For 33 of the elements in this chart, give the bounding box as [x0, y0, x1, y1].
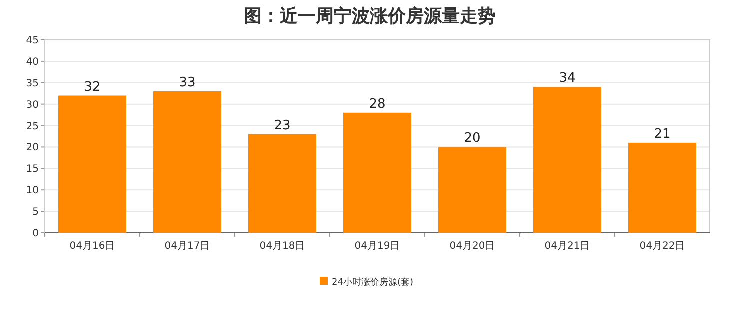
y-tick-label: 0 — [32, 228, 39, 240]
bar — [628, 142, 696, 233]
x-tick-label: 04月16日 — [70, 241, 116, 252]
data-label: 34 — [559, 71, 576, 86]
y-tick-label: 35 — [26, 78, 39, 90]
bar — [58, 96, 126, 233]
x-tick-label: 04月21日 — [544, 241, 590, 252]
y-tick-label: 20 — [26, 142, 39, 154]
x-tick-label: 04月20日 — [450, 241, 496, 252]
legend-label: 24小时涨价房源(套) — [332, 277, 414, 288]
data-label: 23 — [274, 118, 291, 134]
data-label: 32 — [84, 80, 101, 95]
y-tick-label: 40 — [26, 56, 39, 68]
y-tick-label: 30 — [26, 100, 39, 111]
x-tick-label: 04月19日 — [354, 241, 400, 252]
y-tick-label: 15 — [26, 164, 39, 176]
data-label: 33 — [179, 75, 196, 90]
x-tick-label: 04月18日 — [260, 241, 306, 252]
data-label: 28 — [369, 96, 386, 112]
bar — [344, 112, 412, 233]
y-tick-label: 10 — [26, 186, 39, 197]
y-tick-label: 5 — [32, 207, 39, 218]
y-tick-label: 25 — [26, 121, 39, 132]
x-tick-label: 04月22日 — [640, 241, 686, 252]
data-label: 21 — [654, 126, 671, 142]
bar — [438, 147, 506, 233]
x-tick-label: 04月17日 — [164, 241, 210, 252]
bar — [154, 91, 222, 233]
chart-title: 图：近一周宁波涨价房源量走势 — [244, 6, 496, 27]
y-tick-label: 45 — [26, 36, 39, 46]
bar — [248, 134, 316, 233]
bar — [534, 87, 602, 233]
data-label: 20 — [464, 131, 481, 146]
